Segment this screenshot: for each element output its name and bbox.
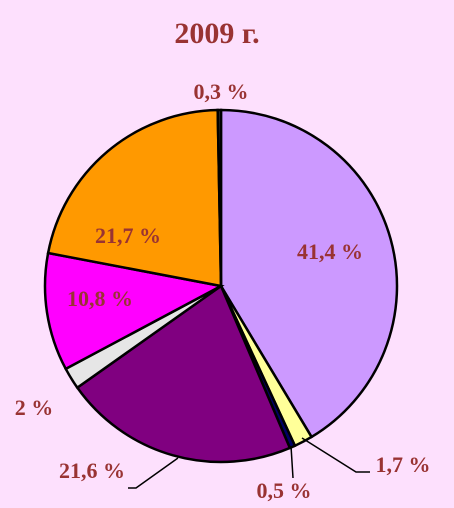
leader-line bbox=[301, 437, 370, 473]
data-label: 41,4 % bbox=[297, 239, 363, 264]
leader-line bbox=[290, 445, 294, 479]
data-label: 0,5 % bbox=[257, 478, 312, 503]
data-label: 1,7 % bbox=[376, 452, 431, 477]
pie-slice bbox=[216, 108, 223, 287]
data-label: 0,3 % bbox=[194, 79, 249, 104]
chart-title: 2009 г. bbox=[174, 17, 259, 50]
pie-slice bbox=[43, 251, 225, 371]
data-label: 2 % bbox=[15, 395, 54, 420]
data-label: 21,6 % bbox=[59, 458, 125, 483]
pie-slice bbox=[219, 108, 399, 439]
pie-slice bbox=[75, 284, 292, 464]
data-label: 10,8 % bbox=[67, 286, 133, 311]
leader-line bbox=[128, 457, 179, 489]
pie-slice bbox=[46, 108, 223, 288]
data-label: 21,7 % bbox=[95, 223, 161, 248]
